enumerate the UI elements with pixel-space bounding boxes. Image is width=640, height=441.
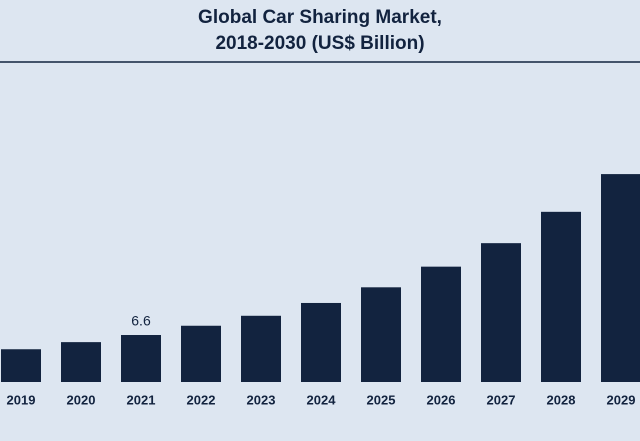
x-tick-label: 2020 [67, 392, 96, 407]
bar [121, 335, 161, 382]
bar [1, 349, 41, 382]
bar [361, 287, 401, 382]
bar [421, 266, 461, 382]
x-tick-label: 2023 [247, 392, 276, 407]
data-label: 6.6 [131, 313, 151, 329]
x-tick-label: 2029 [607, 392, 636, 407]
bar [481, 243, 521, 382]
chart-title: Global Car Sharing Market, [198, 7, 442, 28]
bar [541, 211, 581, 382]
x-tick-label: 2021 [127, 392, 156, 407]
bar [601, 174, 640, 382]
x-tick-label: 2027 [487, 392, 516, 407]
x-tick-label: 2028 [547, 392, 576, 407]
bar [181, 325, 221, 382]
bar [301, 302, 341, 382]
bar [61, 342, 101, 382]
x-tick-label: 2026 [427, 392, 456, 407]
x-tick-label: 2022 [187, 392, 216, 407]
bar [241, 315, 281, 382]
x-tick-label: 2019 [7, 392, 36, 407]
chart-title: 2018-2030 (US$ Billion) [215, 33, 424, 54]
x-tick-label: 2025 [367, 392, 396, 407]
x-tick-label: 2024 [307, 392, 337, 407]
